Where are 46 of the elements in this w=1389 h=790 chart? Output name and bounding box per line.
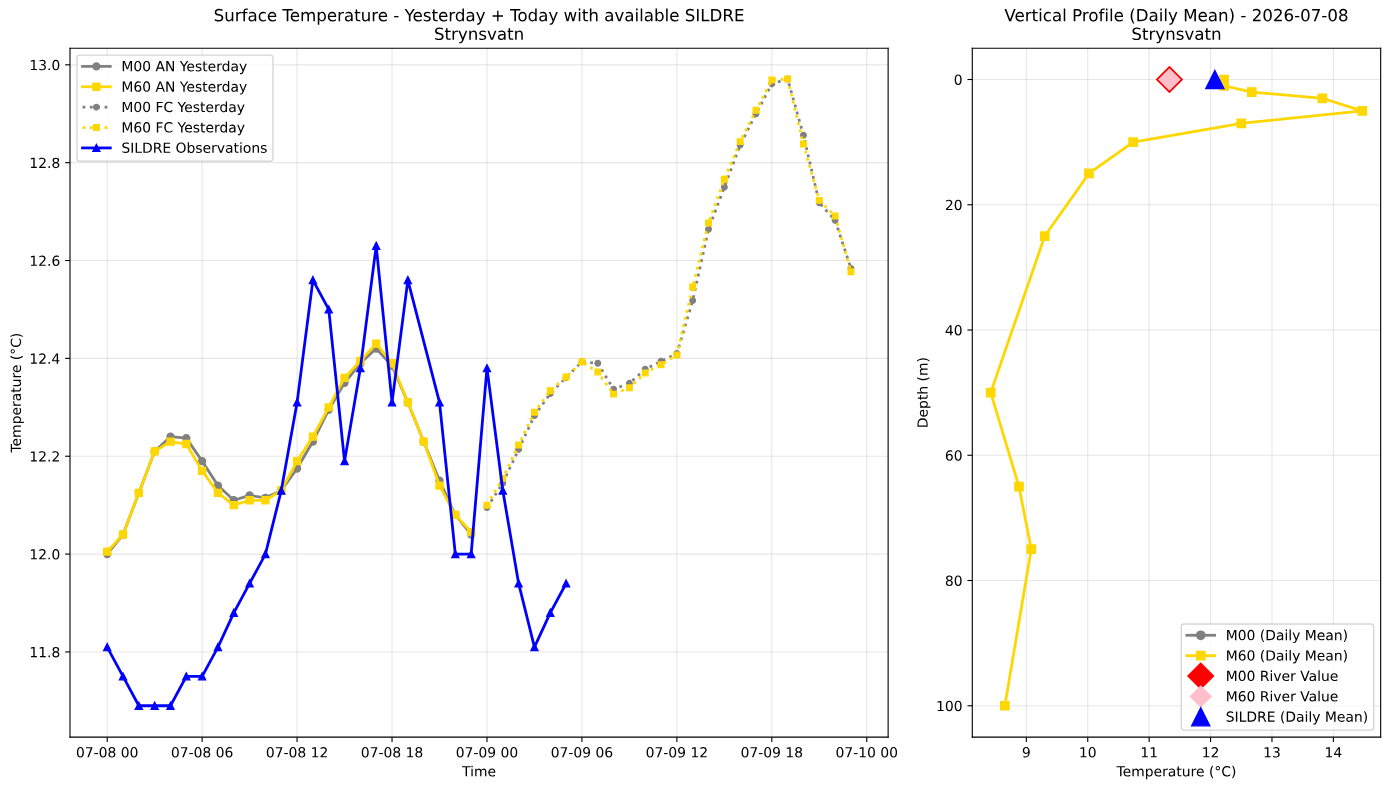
x-tick-label: 07-08 18 [361, 747, 423, 758]
y-tick-label: 60 [945, 450, 962, 461]
y-axis-title: Temperature (°C) [10, 333, 24, 453]
x-tick-label: 07-08 00 [76, 747, 138, 758]
x-tick-label: 07-08 06 [171, 747, 233, 758]
x-tick-label: 07-09 06 [551, 747, 613, 758]
legend-label: M60 AN Yesterday [122, 81, 247, 95]
x-tick-label: 12 [1203, 747, 1219, 758]
y-tick-label: 12.0 [30, 549, 60, 560]
chart-title: Vertical Profile (Daily Mean) - 2026-07-08 [1004, 8, 1348, 25]
y-tick-label: 0 [954, 74, 962, 85]
x-axis-title: Time [462, 765, 496, 777]
x-tick-label: 07-09 18 [741, 747, 803, 758]
x-axis-title: Temperature (°C) [1116, 765, 1236, 780]
x-tick-label: 07-09 00 [456, 747, 518, 758]
y-tick-label: 100 [937, 700, 962, 712]
chart-subtitle: Strynsvatn [1132, 27, 1221, 44]
legend-label: M60 FC Yesterday [122, 121, 245, 136]
y-tick-label: 12.4 [30, 353, 60, 364]
y-tick-label: 12.6 [30, 255, 60, 266]
chart-title: Surface Temperature - Yesterday + Today with available SILDRE [214, 8, 744, 25]
y-tick-label: 12.8 [30, 157, 60, 169]
legend-label: M60 River Value [1227, 690, 1338, 702]
legend-label: M00 River Value [1227, 670, 1338, 682]
y-tick-label: 40 [945, 324, 962, 336]
x-tick-label: 07-10 00 [836, 747, 898, 758]
y-tick-label: 12.2 [30, 451, 59, 462]
legend-label: M00 (Daily Mean) [1227, 629, 1347, 644]
y-tick-label: 13.0 [30, 59, 60, 71]
x-tick-label: 11 [1141, 747, 1157, 758]
x-tick-label: 14 [1326, 747, 1342, 758]
legend-label: SILDRE (Daily Mean) [1226, 711, 1367, 725]
x-tick-label: 9 [1022, 747, 1030, 758]
y-tick-label: 11.8 [30, 646, 60, 658]
legend-label: M00 FC Yesterday [122, 101, 245, 115]
legend-label: M60 (Daily Mean) [1227, 649, 1347, 664]
legend-label: SILDRE Observations [122, 142, 267, 153]
y-axis-title: Depth (m) [917, 358, 931, 427]
x-tick-label: 13 [1264, 747, 1280, 758]
chart-subtitle: Strynsvatn [435, 27, 523, 44]
y-tick-label: 20 [945, 199, 962, 211]
x-tick-label: 07-09 12 [646, 747, 707, 758]
x-tick-label: 07-08 12 [266, 747, 327, 758]
legend-label: M00 AN Yesterday [122, 60, 247, 75]
x-tick-label: 10 [1080, 747, 1096, 758]
y-tick-label: 80 [945, 575, 962, 586]
